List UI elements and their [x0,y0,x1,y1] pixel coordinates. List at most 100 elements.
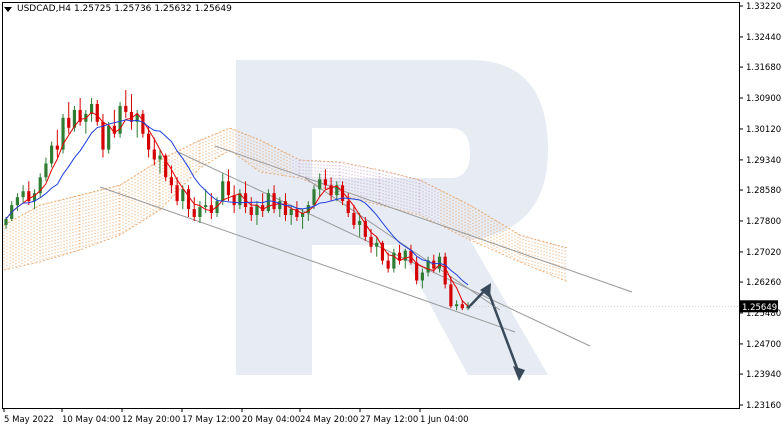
y-tick-label: 1.24700 [746,340,781,350]
candle-body [21,191,25,198]
candle-body [118,105,122,134]
candle-body [392,252,396,269]
trend-line [99,186,516,333]
candle-body [460,304,464,309]
watermark-logo [236,60,548,375]
candle-body [146,133,151,150]
candle-body [164,155,168,178]
candle-body [358,220,362,225]
x-tick-label: 27 May 12:00 [360,415,418,425]
y-tick-label: 1.23160 [746,401,781,411]
candle-body [420,272,424,281]
y-tick-label: 1.23940 [746,370,781,380]
candle-body [204,205,208,208]
candle-body [300,213,305,218]
candle-body [278,201,282,210]
x-tick-label: 24 May 20:00 [300,415,358,425]
candle-body [135,113,139,122]
candle-body [15,197,20,206]
y-tick-label: 1.25480 [746,309,781,319]
candle-body [249,207,253,216]
open-value: 1.25725 [73,4,112,14]
candle-body [386,260,390,269]
candle-body [335,185,339,196]
candle-body [175,185,179,202]
y-tick-label: 1.27800 [746,217,781,227]
candle-body [255,205,259,216]
y-tick-label: 1.30900 [746,94,781,104]
y-tick-label: 1.29340 [746,156,781,166]
candle-body [67,117,71,128]
candle-body [95,103,99,122]
trend-line [214,145,633,293]
candle-body [101,121,105,150]
candle-body [306,205,310,214]
chart-header: USDCAD,H4 1.25725 1.25736 1.25632 1.2564… [4,4,232,14]
candle-body [352,213,356,225]
candle-body [112,125,116,134]
triangle-down-icon[interactable] [4,6,12,12]
candle-body [44,163,48,178]
candle-body [346,201,350,214]
candle-body [55,145,59,150]
candle-body [152,149,156,160]
candle-body [89,103,94,114]
x-tick-label: 12 May 20:00 [122,415,180,425]
candle-body [238,193,242,206]
y-tick-label: 1.33220 [746,2,781,12]
trend-line [304,177,501,311]
candle-body [72,109,77,128]
candle-body [221,181,225,202]
candle-body [232,195,236,206]
x-tick-label: 17 May 12:00 [182,415,240,425]
candle-body [449,284,453,307]
symbol-label: USDCAD,H4 [17,4,71,14]
candle-body [107,125,111,150]
candle-body [181,189,185,202]
candle-body [27,191,31,202]
candle-body [124,105,128,112]
price-tag [740,300,778,313]
candle-body [363,220,367,237]
candle-body [289,209,293,216]
candle-body [261,205,265,212]
y-tick-label: 1.28580 [746,186,781,196]
tenkan-line [5,119,469,286]
candle-body [209,205,213,214]
y-tick-label: 1.31680 [746,63,781,73]
candle-body [340,185,345,202]
forecast-arrowhead-down [513,366,525,381]
candle-body [266,193,270,212]
candle-body [61,117,65,150]
senkou-b-line [3,149,569,283]
y-tick-label: 1.32440 [746,33,781,43]
candle-body [397,252,402,261]
candle-body [186,189,191,210]
plot-frame [2,2,740,409]
y-tick-label: 1.27020 [746,248,781,258]
candle-body [226,181,231,196]
candle-body [38,177,42,194]
candle-body [437,256,442,269]
forecast-arrowhead-up [480,283,491,298]
candle-body [375,242,379,247]
candle-body [169,177,174,186]
low-value: 1.25632 [154,4,192,14]
candle-body [283,201,288,216]
x-tick-label: 20 May 04:00 [242,415,300,425]
candle-body [329,185,333,196]
candle-body [318,179,322,190]
y-tick-label: 1.30120 [746,125,781,135]
candle-body [129,111,134,122]
x-tick-label: 10 May 04:00 [62,415,120,425]
candle-body [192,209,196,218]
y-tick-label: 1.26260 [746,278,781,288]
candle-body [50,145,54,164]
candle-body [4,218,8,225]
candle-body [369,236,373,247]
x-tick-label: 1 Jun 04:00 [420,415,469,425]
candle-body [380,242,385,261]
candle-body [141,113,145,134]
